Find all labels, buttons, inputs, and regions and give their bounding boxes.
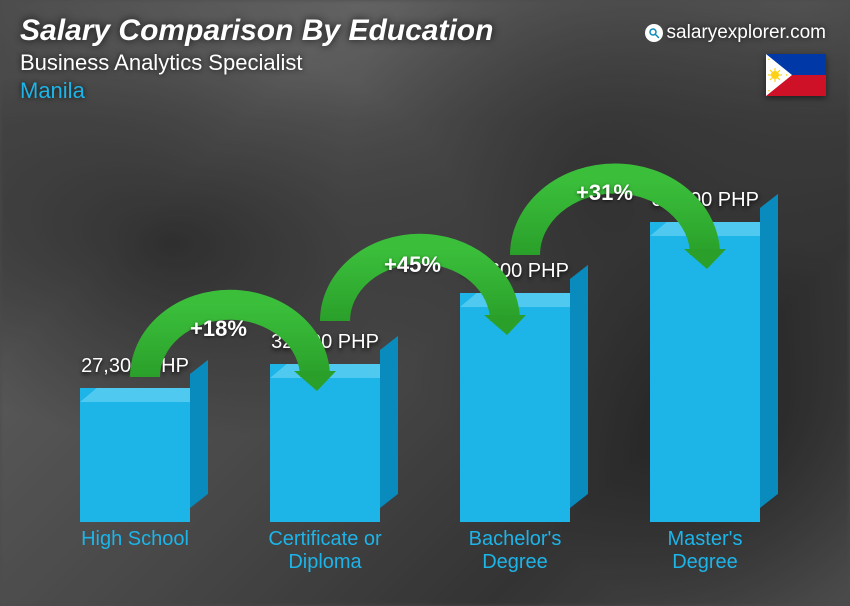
bar [650,222,760,522]
page-location: Manila [20,78,830,104]
flag-philippines [766,54,826,96]
x-labels-container: High SchoolCertificate orDiplomaBachelor… [40,522,800,578]
bar-value-label: 27,300 PHP [81,355,189,378]
bar-value-label: 32,100 PHP [271,331,379,354]
bar-group: 32,100 PHP [230,331,420,522]
bar-group: 27,300 PHP [40,355,230,522]
x-axis-label: High School [40,522,230,578]
x-axis-label: Bachelor'sDegree [420,522,610,578]
x-axis-label: Master'sDegree [610,522,800,578]
x-axis-label: Certificate orDiploma [230,522,420,578]
bar-group: 61,100 PHP [610,189,800,522]
page-subtitle: Business Analytics Specialist [20,50,830,76]
bar [80,388,190,522]
bar-group: 46,600 PHP [420,260,610,522]
chart-area: 27,300 PHP 32,100 PHP 46,600 PHP 61,100 … [40,120,800,578]
percent-increase-label: +45% [384,252,441,278]
bar [270,364,380,522]
bar-value-label: 46,600 PHP [461,260,569,283]
brand-text: salaryexplorer.com [667,22,826,44]
bars-container: 27,300 PHP 32,100 PHP 46,600 PHP 61,100 … [40,120,800,522]
brand-search-icon [645,24,663,42]
bar [460,293,570,522]
bar-value-label: 61,100 PHP [651,189,759,212]
percent-increase-label: +31% [576,180,633,206]
brand-watermark: salaryexplorer.com [645,22,826,44]
percent-increase-label: +18% [190,316,247,342]
